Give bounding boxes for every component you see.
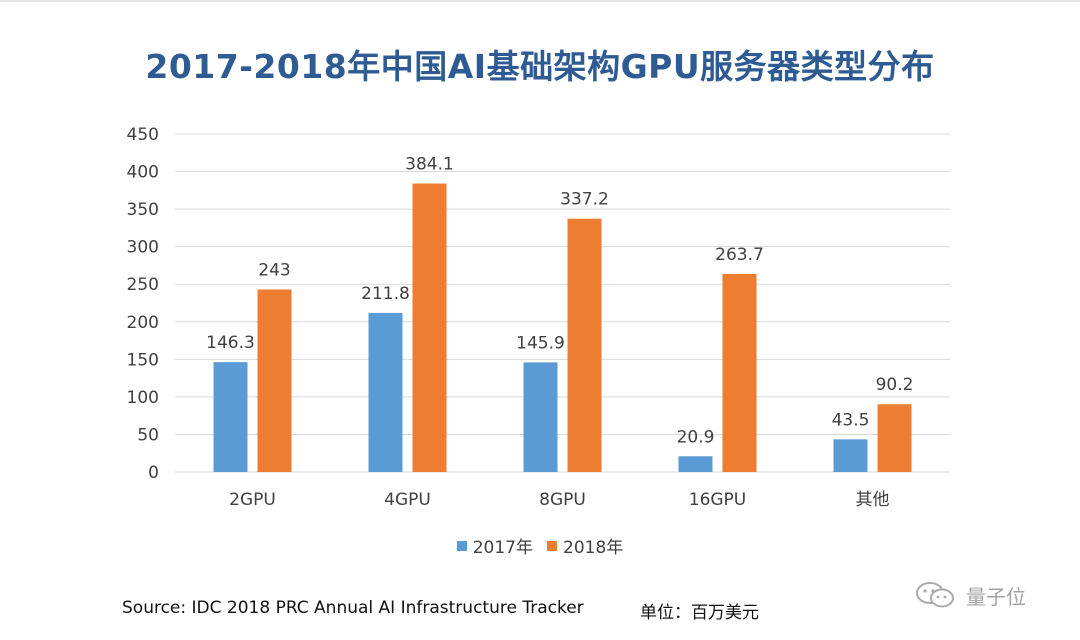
bar-2018 <box>568 219 602 472</box>
legend-item-2017: 2017年 <box>457 533 533 558</box>
chart-page: 2017-2018年中国AI基础架构GPU服务器类型分布 0 50 100 150 20… <box>0 0 1080 640</box>
y-tick-label: 0 <box>148 463 159 483</box>
data-label: 211.8 <box>361 284 410 304</box>
x-tick-label: 4GPU <box>384 490 431 510</box>
legend-item-2018: 2018年 <box>547 533 623 558</box>
bar-2018 <box>878 404 912 472</box>
y-tick-label: 450 <box>127 125 159 145</box>
legend-label-2017: 2017年 <box>473 533 533 558</box>
x-tick-label: 2GPU <box>229 490 276 510</box>
legend-swatch-2017 <box>457 541 467 551</box>
y-tick-label: 200 <box>127 313 159 333</box>
x-tick-label: 其他 <box>856 490 890 510</box>
data-label: 43.5 <box>832 410 870 430</box>
bar-2018 <box>258 289 292 472</box>
y-tick-label: 400 <box>127 163 159 183</box>
x-tick-label: 16GPU <box>689 490 747 510</box>
data-label: 263.7 <box>715 245 764 265</box>
chart-legend: 2017年 2018年 <box>0 533 1080 558</box>
bar-2018 <box>413 183 447 472</box>
bar-2017 <box>369 313 403 472</box>
y-tick-label: 150 <box>127 350 159 370</box>
data-label: 337.2 <box>560 190 609 210</box>
bar-2017 <box>679 456 713 472</box>
legend-label-2018: 2018年 <box>563 533 623 558</box>
x-tick-label: 8GPU <box>539 490 586 510</box>
y-tick-label: 250 <box>127 275 159 295</box>
unit-note: 单位：百万美元 <box>640 598 759 623</box>
data-label: 243 <box>258 260 290 280</box>
y-tick-label: 100 <box>127 388 159 408</box>
bar-2017 <box>524 362 558 472</box>
data-label: 90.2 <box>876 375 914 395</box>
watermark: 量子位 <box>914 580 1026 610</box>
bar-2017 <box>214 362 248 472</box>
source-note: Source: IDC 2018 PRC Annual AI Infrastru… <box>122 598 584 618</box>
data-label: 20.9 <box>677 427 715 447</box>
watermark-text: 量子位 <box>966 581 1026 610</box>
bar-2017 <box>834 439 868 472</box>
y-tick-label: 350 <box>127 200 159 220</box>
legend-swatch-2018 <box>547 541 557 551</box>
wechat-icon <box>914 580 958 610</box>
data-label: 384.1 <box>405 154 454 174</box>
bar-2018 <box>723 274 757 472</box>
data-label: 145.9 <box>516 333 565 353</box>
y-tick-label: 50 <box>137 425 159 445</box>
y-tick-label: 300 <box>127 238 159 258</box>
data-label: 146.3 <box>206 333 255 353</box>
